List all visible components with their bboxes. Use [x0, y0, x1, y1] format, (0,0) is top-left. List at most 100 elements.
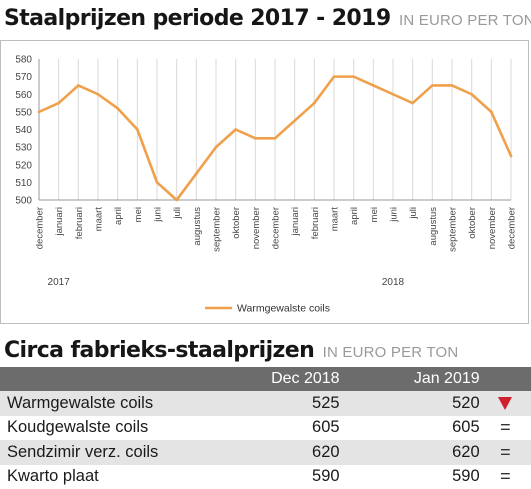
trend-equal-icon: = [480, 440, 531, 465]
row-value-jan-2019: 590 [340, 465, 480, 489]
data-point [510, 155, 513, 158]
data-point [470, 93, 473, 96]
table-unit: IN EURO PER TON [323, 344, 459, 361]
row-name: Koudgewalste coils [0, 416, 235, 441]
table-row: Warmgewalste coils 525 520 [0, 391, 531, 416]
y-tick-label: 550 [15, 107, 32, 118]
x-tick-label: juli [172, 207, 183, 220]
row-value-jan-2019: 620 [340, 440, 480, 465]
header-dec-2018: Dec 2018 [235, 367, 340, 391]
row-value-dec-2018: 525 [235, 391, 340, 416]
x-tick-label: januari [54, 207, 65, 237]
data-point [352, 75, 355, 78]
red-triangle-down-icon [498, 397, 512, 410]
x-tick-label: februari [74, 207, 85, 239]
header-jan-2019: Jan 2019 [340, 367, 480, 391]
x-tick-label: juni [389, 207, 400, 223]
row-value-dec-2018: 590 [235, 465, 340, 489]
data-point [136, 128, 139, 131]
data-point [293, 119, 296, 122]
data-point [490, 111, 493, 114]
chart-heading: Staalprijzen periode 2017 - 2019 IN EURO… [4, 6, 531, 31]
chart-panel: 500 510 520 530 540 550 560 570 580 december janua… [0, 40, 529, 324]
year-label: 2017 [48, 277, 71, 288]
data-point [116, 107, 119, 110]
equal-sign-icon: = [500, 442, 511, 462]
data-point [97, 93, 100, 96]
data-point [451, 84, 454, 87]
data-point [431, 84, 434, 87]
price-table: Dec 2018 Jan 2019 Warmgewalste coils 525… [0, 367, 531, 489]
table-header-row: Dec 2018 Jan 2019 [0, 367, 531, 391]
x-tick-label: december [507, 207, 518, 249]
chart-unit: IN EURO PER TON [399, 12, 531, 29]
x-tick-label: december [35, 207, 46, 249]
y-tick-label: 570 [15, 72, 32, 83]
y-tick-label: 530 [15, 143, 32, 154]
row-value-jan-2019: 520 [340, 391, 480, 416]
table-title: Circa fabrieks-staalprijzen [4, 338, 314, 363]
y-tick-label: 560 [15, 90, 32, 101]
row-name: Warmgewalste coils [0, 391, 235, 416]
x-tick-label: december [271, 207, 282, 249]
x-tick-label: oktober [231, 207, 242, 239]
table-row: Sendzimir verz. coils 620 620 = [0, 440, 531, 465]
legend-label: Warmgewalste coils [237, 303, 330, 315]
x-tick-label: augustus [192, 207, 203, 246]
x-tick-label: juni [153, 207, 164, 223]
data-point [57, 102, 60, 105]
x-tick-label: januari [290, 207, 301, 237]
data-point [254, 137, 257, 140]
x-tick-label: april [113, 207, 124, 225]
data-point [392, 93, 395, 96]
line-chart: 500 510 520 530 540 550 560 570 580 december janua… [1, 41, 530, 325]
data-point [175, 199, 178, 202]
x-tick-label: november [251, 207, 262, 249]
row-name: Kwarto plaat [0, 465, 235, 489]
data-point [333, 75, 336, 78]
table-row: Koudgewalste coils 605 605 = [0, 416, 531, 441]
trend-equal-icon: = [480, 465, 531, 489]
row-value-dec-2018: 605 [235, 416, 340, 441]
x-tick-label: april [349, 207, 360, 225]
equal-sign-icon: = [500, 466, 511, 486]
header-trend [480, 367, 531, 391]
y-tick-label: 510 [15, 178, 32, 189]
data-point [38, 111, 41, 114]
data-point [372, 84, 375, 87]
data-point [234, 128, 237, 131]
chart-title: Staalprijzen periode 2017 - 2019 [4, 6, 391, 31]
year-label: 2018 [382, 277, 405, 288]
row-name: Sendzimir verz. coils [0, 440, 235, 465]
data-point [77, 84, 80, 87]
header-name [0, 367, 235, 391]
data-point [313, 102, 316, 105]
data-point [195, 172, 198, 175]
x-tick-label: augustus [428, 207, 439, 246]
x-tick-label: maart [94, 207, 105, 232]
y-tick-label: 540 [15, 125, 32, 136]
x-tick-label: mei [369, 207, 380, 222]
x-tick-label: oktober [467, 207, 478, 239]
x-tick-label: november [487, 207, 498, 249]
data-point [215, 146, 218, 149]
equal-sign-icon: = [500, 417, 511, 437]
row-value-jan-2019: 605 [340, 416, 480, 441]
data-point [274, 137, 277, 140]
x-tick-label: mei [133, 207, 144, 222]
table-heading: Circa fabrieks-staalprijzen IN EURO PER … [4, 338, 458, 363]
data-point [156, 181, 159, 184]
y-tick-label: 520 [15, 160, 32, 171]
trend-equal-icon: = [480, 416, 531, 441]
table-row: Kwarto plaat 590 590 = [0, 465, 531, 489]
x-tick-label: september [212, 207, 223, 252]
data-point [411, 102, 414, 105]
x-tick-label: september [448, 207, 459, 252]
trend-down-icon [480, 391, 531, 416]
x-tick-label: februari [310, 207, 321, 239]
x-tick-label: juli [408, 207, 419, 220]
x-tick-label: maart [330, 207, 341, 232]
y-tick-label: 500 [15, 196, 32, 207]
y-tick-label: 580 [15, 55, 32, 66]
row-value-dec-2018: 620 [235, 440, 340, 465]
